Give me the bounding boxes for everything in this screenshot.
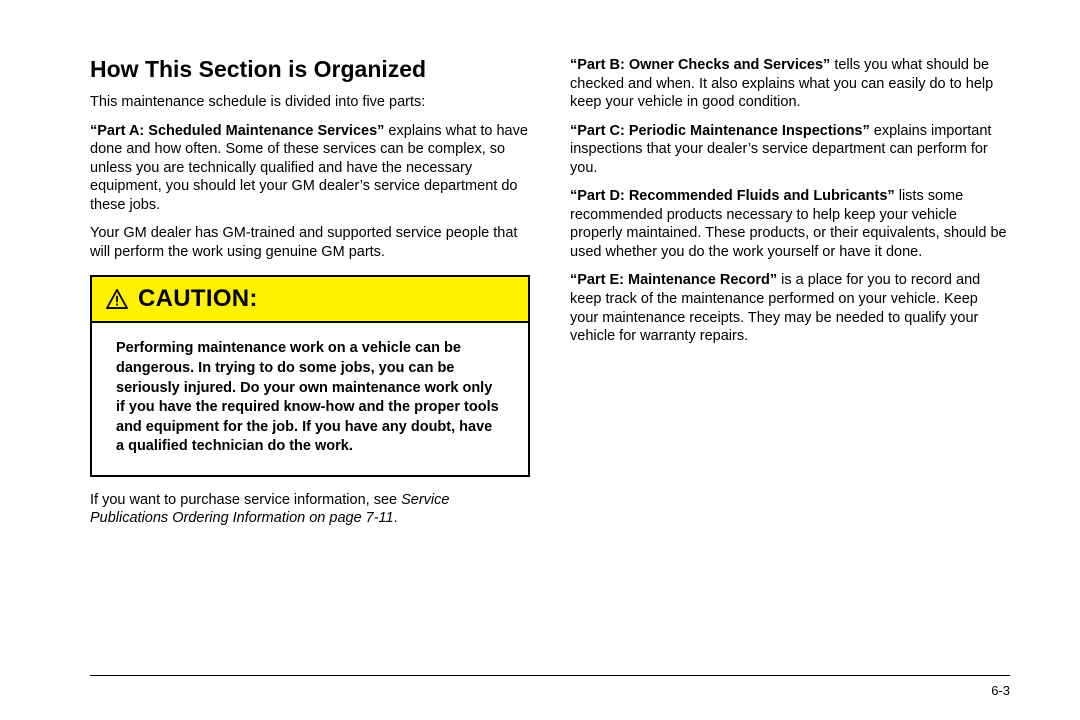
right-column: “Part B: Owner Checks and Services” tell… [570, 56, 1010, 538]
service-info-post: . [394, 510, 398, 526]
service-info-para: If you want to purchase service informat… [90, 491, 530, 528]
caution-text: Performing maintenance work on a vehicle… [116, 339, 504, 456]
part-a-para: “Part A: Scheduled Maintenance Services”… [90, 122, 530, 215]
service-info-pre: If you want to purchase service informat… [90, 492, 401, 508]
part-d-para: “Part D: Recommended Fluids and Lubrican… [570, 187, 1010, 261]
gm-dealer-para: Your GM dealer has GM-trained and suppor… [90, 224, 530, 261]
caution-label: CAUTION: [138, 285, 258, 313]
footer-rule [90, 675, 1010, 676]
page-number: 6-3 [991, 683, 1010, 698]
intro-para: This maintenance schedule is divided int… [90, 93, 530, 112]
two-column-layout: How This Section is Organized This maint… [90, 56, 1010, 538]
part-b-para: “Part B: Owner Checks and Services” tell… [570, 56, 1010, 112]
part-e-label: “Part E: Maintenance Record” [570, 272, 777, 288]
caution-header: CAUTION: [92, 277, 528, 323]
section-heading: How This Section is Organized [90, 56, 530, 83]
part-d-label: “Part D: Recommended Fluids and Lubrican… [570, 188, 895, 204]
part-b-label: “Part B: Owner Checks and Services” [570, 57, 830, 73]
part-e-para: “Part E: Maintenance Record” is a place … [570, 271, 1010, 345]
caution-body: Performing maintenance work on a vehicle… [92, 323, 528, 474]
part-c-para: “Part C: Periodic Maintenance Inspection… [570, 122, 1010, 178]
part-c-label: “Part C: Periodic Maintenance Inspection… [570, 123, 870, 139]
warning-triangle-icon [106, 289, 128, 309]
caution-box: CAUTION: Performing maintenance work on … [90, 275, 530, 476]
left-column: How This Section is Organized This maint… [90, 56, 530, 538]
part-a-label: “Part A: Scheduled Maintenance Services” [90, 123, 384, 139]
